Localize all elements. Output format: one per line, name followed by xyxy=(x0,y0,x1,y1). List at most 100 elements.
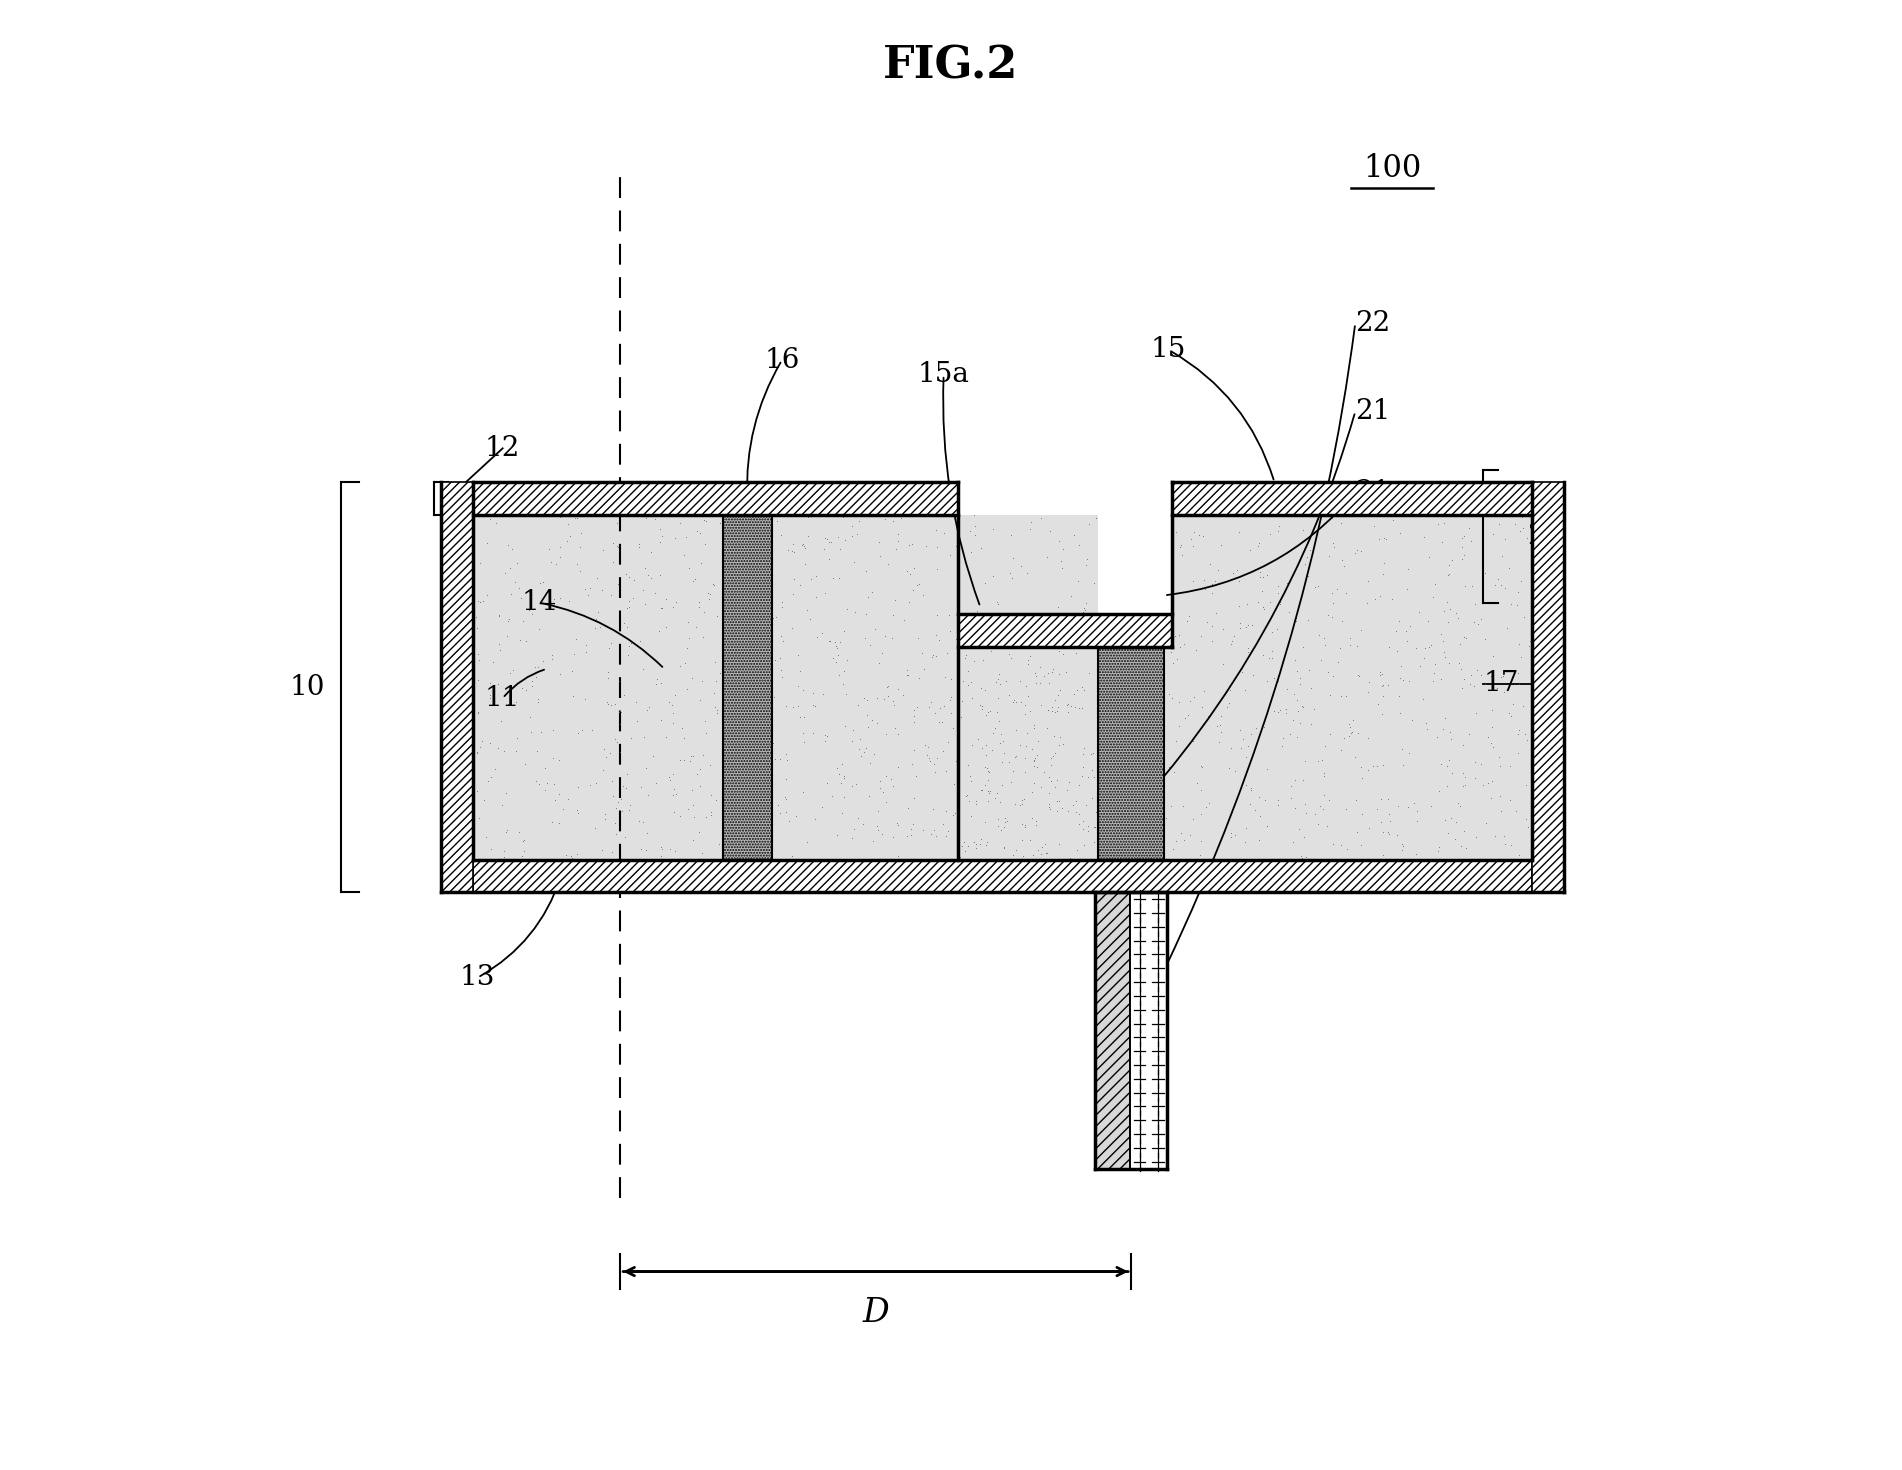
Point xyxy=(624,532,654,556)
Point xyxy=(1446,833,1476,857)
Point xyxy=(919,701,949,725)
Point xyxy=(1059,695,1090,719)
Point xyxy=(1014,644,1044,667)
Point xyxy=(1244,804,1274,828)
Point xyxy=(1014,685,1044,709)
Point xyxy=(1271,697,1301,720)
Point xyxy=(968,648,999,672)
Point xyxy=(919,817,949,841)
Point xyxy=(1018,806,1048,829)
Point xyxy=(677,778,708,801)
Point xyxy=(799,807,829,831)
Bar xyxy=(1096,892,1130,1169)
Point xyxy=(1480,847,1510,870)
Point xyxy=(1006,554,1037,578)
Point xyxy=(536,647,567,670)
Point xyxy=(922,535,953,559)
Point xyxy=(470,825,500,848)
Point xyxy=(536,810,567,833)
Point xyxy=(696,582,727,606)
Point xyxy=(685,775,715,798)
Point xyxy=(1071,794,1101,817)
Point xyxy=(1428,600,1459,623)
Point xyxy=(1212,695,1242,719)
Point xyxy=(843,692,873,716)
Point xyxy=(852,688,883,711)
Point xyxy=(1063,803,1094,826)
Point xyxy=(1196,582,1227,606)
Point xyxy=(1495,592,1525,616)
Point xyxy=(1187,756,1217,779)
Point xyxy=(1501,512,1531,535)
Text: 10: 10 xyxy=(289,673,325,701)
Point xyxy=(972,744,1002,767)
Point xyxy=(1259,698,1290,722)
Point xyxy=(605,700,635,723)
Text: D: D xyxy=(862,1297,888,1329)
Point xyxy=(609,612,639,635)
Point xyxy=(921,760,951,784)
Point xyxy=(1078,831,1109,854)
Point xyxy=(496,582,527,606)
Point xyxy=(1419,662,1449,685)
Point xyxy=(1025,776,1056,800)
Point xyxy=(1033,781,1063,804)
Point xyxy=(1274,722,1305,745)
Point xyxy=(966,537,997,560)
Point xyxy=(869,688,900,711)
Point xyxy=(1246,560,1276,584)
Point xyxy=(936,619,966,642)
Point xyxy=(1215,822,1246,845)
Point xyxy=(1042,800,1073,823)
Point xyxy=(472,584,502,607)
Point xyxy=(458,560,489,584)
Point xyxy=(814,629,844,653)
Point xyxy=(778,582,808,606)
Point xyxy=(689,626,719,650)
Point xyxy=(624,809,654,832)
Point xyxy=(919,642,949,666)
Point xyxy=(808,538,839,562)
Point xyxy=(1322,578,1352,601)
Point xyxy=(512,629,542,653)
Point xyxy=(1166,822,1196,845)
Point xyxy=(1255,522,1286,545)
Point xyxy=(1394,741,1425,764)
Point xyxy=(964,832,995,856)
Point xyxy=(938,716,968,739)
Point xyxy=(1177,535,1208,559)
Point xyxy=(928,739,959,763)
Point xyxy=(603,572,633,595)
Point xyxy=(582,566,612,589)
Point xyxy=(892,825,922,848)
Point xyxy=(1080,507,1111,531)
Point xyxy=(1042,789,1073,813)
Point xyxy=(1238,663,1269,686)
Point xyxy=(700,695,730,719)
Point xyxy=(1164,714,1194,738)
Point xyxy=(650,588,681,612)
Point xyxy=(864,819,894,842)
Point xyxy=(801,694,831,717)
Point xyxy=(930,666,961,689)
Point xyxy=(951,784,981,807)
Point xyxy=(1299,697,1329,720)
Point xyxy=(599,532,630,556)
Text: 15: 15 xyxy=(1151,337,1187,363)
Point xyxy=(1058,794,1088,817)
Point xyxy=(658,784,689,807)
Point xyxy=(611,776,641,800)
Point xyxy=(1025,656,1056,679)
Point xyxy=(985,672,1016,695)
Point xyxy=(1478,522,1508,545)
Point xyxy=(909,657,940,681)
Point xyxy=(1019,713,1050,736)
Point xyxy=(997,545,1027,569)
Point xyxy=(603,791,633,814)
Point xyxy=(1339,541,1369,564)
Point xyxy=(898,698,928,722)
Point xyxy=(1033,698,1063,722)
Point xyxy=(1075,513,1105,537)
Point xyxy=(1061,678,1092,701)
Point xyxy=(1158,651,1189,675)
